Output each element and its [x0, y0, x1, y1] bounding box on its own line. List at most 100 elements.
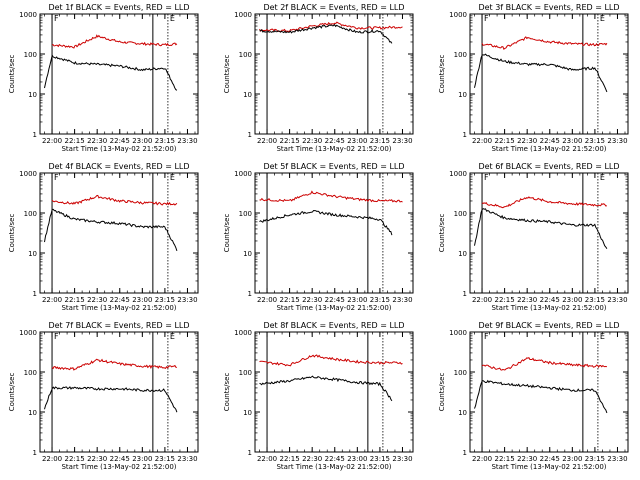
- marker-label: E: [170, 332, 175, 341]
- y-axis-label: Counts/sec: [223, 214, 231, 253]
- series-lld-line: [259, 190, 403, 203]
- x-tick-label: 23:30: [177, 137, 197, 145]
- x-tick-label: 23:15: [155, 296, 175, 304]
- x-axis-label: Start Time (13-May-02 21:52:00): [276, 304, 391, 312]
- plot-frame: [254, 13, 414, 135]
- chart-panel-5: Det 5f BLACK = Events, RED = LLD 1 10 100 10…: [223, 162, 414, 312]
- y-axis-label: Counts/sec: [8, 214, 16, 253]
- x-tick-label: 22:30: [517, 296, 537, 304]
- y-tick-label: 1: [248, 449, 252, 457]
- y-tick-label: 1: [248, 290, 252, 298]
- y-tick-label: 100: [239, 51, 252, 59]
- x-tick-label: 22:45: [540, 455, 560, 463]
- x-tick-label: 22:00: [42, 296, 62, 304]
- x-axis-label: Start Time (13-May-02 21:52:00): [61, 463, 176, 471]
- chart-title: Det 3f BLACK = Events, RED = LLD: [478, 3, 619, 12]
- chart-panel-2: Det 2f BLACK = Events, RED = LLD 1 10 100 10…: [223, 3, 414, 153]
- y-tick-label: 10: [243, 409, 252, 417]
- plot-frame: [39, 172, 199, 294]
- x-tick-label: 22:45: [110, 296, 130, 304]
- marker-label: E: [600, 14, 605, 23]
- x-tick-label: 22:45: [540, 137, 560, 145]
- chart-title: Det 1f BLACK = Events, RED = LLD: [48, 3, 189, 12]
- y-axis-label: Counts/sec: [223, 55, 231, 94]
- y-tick-label: 100: [239, 210, 252, 218]
- y-tick-label: 1: [463, 131, 467, 139]
- y-axis-label: Counts/sec: [8, 55, 16, 94]
- x-tick-label: 23:15: [585, 296, 605, 304]
- x-tick-label: 22:30: [517, 455, 537, 463]
- series-lld-line: [481, 196, 608, 209]
- x-tick-label: 23:30: [392, 137, 412, 145]
- x-tick-label: 22:15: [65, 137, 85, 145]
- x-tick-label: 22:15: [495, 296, 515, 304]
- series-events-line: [44, 53, 178, 91]
- series-events-line: [474, 208, 608, 249]
- y-tick-label: 1: [33, 131, 37, 139]
- x-axis-label: Start Time (13-May-02 21:52:00): [276, 145, 391, 153]
- x-tick-label: 22:15: [495, 137, 515, 145]
- plot-frame: [469, 172, 629, 294]
- x-tick-label: 23:00: [347, 137, 367, 145]
- series-lld-line: [481, 357, 608, 371]
- series-events-line: [259, 23, 393, 44]
- x-tick-label: 22:15: [280, 455, 300, 463]
- x-tick-label: 23:30: [177, 296, 197, 304]
- y-tick-label: 100: [454, 210, 467, 218]
- y-tick-label: 10: [28, 409, 37, 417]
- x-tick-label: 22:15: [495, 455, 515, 463]
- marker-label: F: [484, 14, 489, 23]
- y-tick-label: 1000: [19, 170, 37, 178]
- chart-panel-3: Det 3f BLACK = Events, RED = LLD 1 10 100 10…: [438, 3, 629, 153]
- chart-title: Det 6f BLACK = Events, RED = LLD: [478, 162, 619, 171]
- marker-label: E: [170, 173, 175, 182]
- x-tick-label: 23:00: [562, 455, 582, 463]
- x-tick-label: 22:30: [302, 455, 322, 463]
- x-tick-label: 22:45: [540, 296, 560, 304]
- x-axis-label: Start Time (13-May-02 21:52:00): [276, 463, 391, 471]
- x-tick-label: 23:30: [177, 455, 197, 463]
- marker-label: E: [600, 332, 605, 341]
- x-tick-label: 23:00: [562, 296, 582, 304]
- x-tick-label: 22:00: [257, 296, 277, 304]
- y-tick-label: 1: [33, 449, 37, 457]
- chart-title: Det 2f BLACK = Events, RED = LLD: [263, 3, 404, 12]
- x-tick-label: 23:00: [132, 137, 152, 145]
- x-tick-label: 23:30: [607, 455, 627, 463]
- chart-title: Det 9f BLACK = Events, RED = LLD: [478, 321, 619, 330]
- series-lld-line: [51, 358, 177, 371]
- y-tick-label: 1000: [234, 329, 252, 337]
- x-tick-label: 23:15: [155, 137, 175, 145]
- x-tick-label: 22:00: [257, 455, 277, 463]
- x-tick-label: 22:00: [42, 137, 62, 145]
- x-tick-label: 23:00: [132, 455, 152, 463]
- x-tick-label: 22:15: [280, 137, 300, 145]
- series-lld-line: [259, 354, 403, 367]
- series-events-line: [259, 209, 393, 236]
- series-events-line: [259, 375, 393, 402]
- x-tick-label: 22:45: [325, 137, 345, 145]
- y-tick-label: 100: [239, 369, 252, 377]
- y-tick-label: 1000: [449, 11, 467, 19]
- y-tick-label: 100: [454, 369, 467, 377]
- plot-frame: [469, 13, 629, 135]
- plot-frame: [254, 331, 414, 453]
- y-tick-label: 100: [24, 210, 37, 218]
- x-tick-label: 23:30: [392, 296, 412, 304]
- x-tick-label: 22:45: [110, 137, 130, 145]
- x-tick-label: 23:15: [370, 296, 390, 304]
- y-tick-label: 10: [458, 409, 467, 417]
- y-tick-label: 1000: [19, 329, 37, 337]
- chart-title: Det 8f BLACK = Events, RED = LLD: [263, 321, 404, 330]
- x-tick-label: 23:30: [392, 455, 412, 463]
- chart-title: Det 7f BLACK = Events, RED = LLD: [48, 321, 189, 330]
- x-axis-label: Start Time (13-May-02 21:52:00): [61, 304, 176, 312]
- x-tick-label: 23:00: [132, 296, 152, 304]
- marker-label: F: [54, 173, 59, 182]
- y-tick-label: 100: [454, 51, 467, 59]
- x-tick-label: 22:15: [65, 455, 85, 463]
- marker-label: F: [54, 14, 59, 23]
- plot-frame: [39, 13, 199, 135]
- x-tick-label: 23:15: [585, 137, 605, 145]
